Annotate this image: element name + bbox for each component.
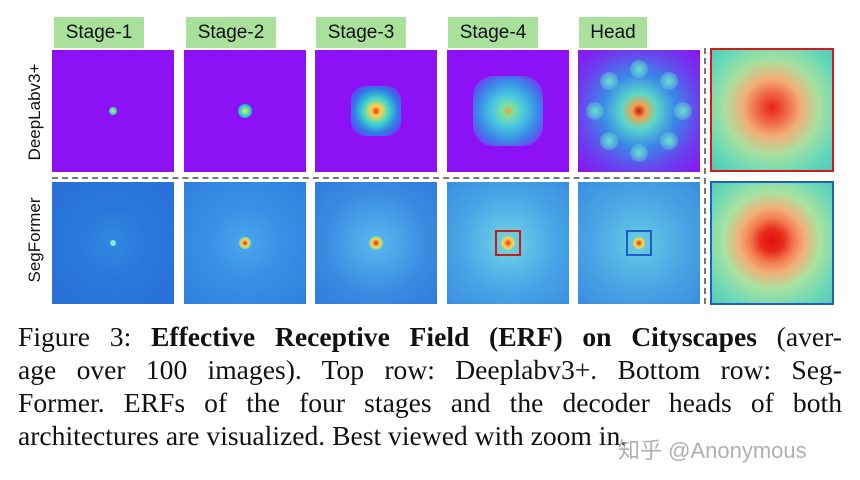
stage-1-label: Stage-1 bbox=[54, 17, 144, 48]
erf-hotspot bbox=[110, 240, 116, 246]
deeplab-head-zoom bbox=[710, 48, 834, 172]
erf-hotspot bbox=[473, 76, 543, 146]
stage-2-label: Stage-2 bbox=[186, 17, 276, 48]
caption-title: Effective Receptive Field (ERF) on Citys… bbox=[150, 321, 757, 352]
figure-caption: Figure 3: Effective Receptive Field (ERF… bbox=[18, 320, 842, 452]
head-label: Head bbox=[579, 17, 647, 48]
segformer-stage-4-erf bbox=[447, 182, 569, 304]
segformer-stage-2-erf bbox=[184, 182, 306, 304]
erf-hotspot bbox=[501, 236, 515, 250]
deeplab-stage-2-erf bbox=[184, 50, 306, 172]
erf-hotspot bbox=[660, 72, 678, 90]
erf-hotspot bbox=[633, 237, 645, 249]
erf-hotspot bbox=[660, 132, 678, 150]
segformer-stage-3-erf bbox=[315, 182, 437, 304]
erf-hotspot bbox=[630, 60, 648, 78]
erf-hotspot bbox=[600, 132, 618, 150]
deeplab-stage-3-erf bbox=[315, 50, 437, 172]
caption-line-1-rest: (aver- bbox=[756, 321, 842, 352]
caption-line-3: Former. ERFs of the four stages and the … bbox=[18, 387, 842, 418]
segformer-row-label: SegFormer bbox=[25, 197, 44, 283]
watermark: 知乎 @Anonymous bbox=[618, 438, 807, 463]
zoom-region-box bbox=[626, 230, 652, 256]
caption-line-2: age over 100 images). Top row: Deeplabv3… bbox=[18, 354, 842, 385]
segformer-head-erf bbox=[578, 182, 700, 304]
deeplab-head-erf bbox=[578, 50, 700, 172]
erf-hotspot bbox=[600, 72, 618, 90]
segformer-head-zoom bbox=[710, 181, 834, 305]
row-separator bbox=[52, 177, 700, 179]
deeplab-stage-4-erf bbox=[447, 50, 569, 172]
erf-hotspot bbox=[239, 237, 251, 249]
caption-prefix: Figure 3: bbox=[18, 321, 151, 352]
stage-3-label: Stage-3 bbox=[316, 17, 406, 48]
erf-hotspot bbox=[238, 104, 252, 118]
erf-hotspot bbox=[369, 236, 383, 250]
zoom-region-box bbox=[495, 230, 521, 256]
erf-hotspot bbox=[630, 144, 648, 162]
zoom-separator bbox=[704, 48, 706, 304]
erf-hotspot bbox=[586, 102, 604, 120]
segformer-stage-1-erf bbox=[52, 182, 174, 304]
erf-hotspot bbox=[109, 107, 117, 115]
erf-hotspot bbox=[674, 102, 692, 120]
stage-4-label: Stage-4 bbox=[448, 17, 538, 48]
caption-line-1: Figure 3: Effective Receptive Field (ERF… bbox=[18, 320, 842, 353]
deeplab-stage-1-erf bbox=[52, 50, 174, 172]
deeplab-row-label: DeepLabv3+ bbox=[25, 63, 44, 161]
caption-line-4: architectures are visualized. Best viewe… bbox=[18, 420, 628, 451]
erf-hotspot bbox=[351, 86, 401, 136]
